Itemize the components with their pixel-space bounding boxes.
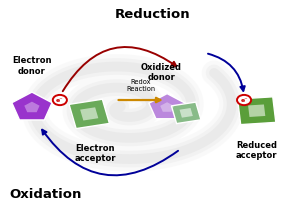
Polygon shape <box>149 94 185 119</box>
Polygon shape <box>80 107 98 121</box>
Text: Oxidation: Oxidation <box>9 187 81 201</box>
Polygon shape <box>160 102 174 112</box>
Polygon shape <box>179 108 193 118</box>
Polygon shape <box>24 102 40 112</box>
Polygon shape <box>238 97 276 125</box>
Text: Reduced
acceptor: Reduced acceptor <box>236 141 278 160</box>
Text: e⁻: e⁻ <box>56 98 64 103</box>
Text: e⁻: e⁻ <box>240 98 248 103</box>
Text: Electron
donor: Electron donor <box>12 56 52 75</box>
Text: Redox
Reaction: Redox Reaction <box>126 78 155 92</box>
Text: Oxidized
donor: Oxidized donor <box>141 63 182 82</box>
Polygon shape <box>171 102 201 124</box>
Circle shape <box>53 95 67 105</box>
Polygon shape <box>248 104 265 117</box>
Polygon shape <box>12 92 52 120</box>
Text: Electron
acceptor: Electron acceptor <box>74 144 116 163</box>
Polygon shape <box>69 99 110 129</box>
Circle shape <box>237 95 251 105</box>
Text: Reduction: Reduction <box>115 8 190 21</box>
